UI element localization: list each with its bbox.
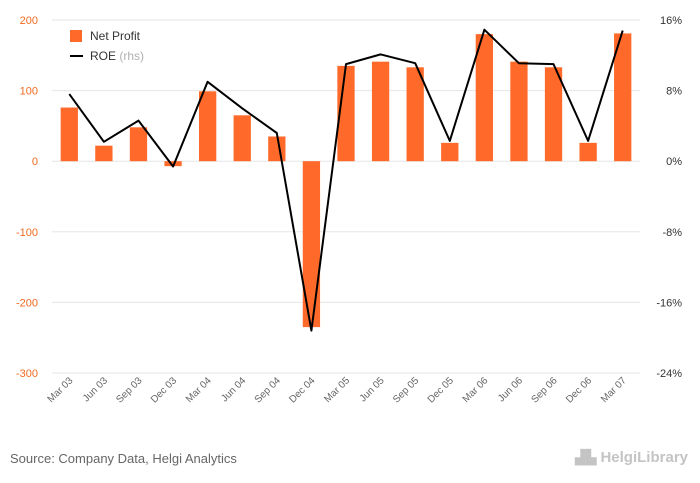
net-profit-bar <box>129 127 148 162</box>
net-profit-bar <box>371 61 390 162</box>
net-profit-bar <box>475 34 493 162</box>
right-axis: 16% 8% 0% -8% -16% -24% <box>656 15 682 380</box>
net-profit-bar <box>406 67 424 162</box>
right-tick-label: 0% <box>666 156 682 168</box>
x-tick-label: Mar 03 <box>46 375 76 405</box>
x-tick-label: Dec 03 <box>149 375 179 405</box>
left-tick-label: 100 <box>20 86 38 98</box>
left-tick-label: -200 <box>16 297 38 309</box>
chart: 200 100 0 -100 -200 -300 16% 8% 0% -8% -16% -24% M… <box>16 15 682 406</box>
net-profit-bar <box>544 67 563 162</box>
x-tick-label: Dec 05 <box>426 375 456 405</box>
x-tick-label: Sep 05 <box>391 375 421 405</box>
x-tick-label: Jun 05 <box>358 375 387 404</box>
net-profit-bar <box>233 115 251 162</box>
x-tick-label: Jun 04 <box>219 375 248 404</box>
x-tick-label: Jun 06 <box>496 375 525 404</box>
x-tick-label: Dec 04 <box>287 375 317 405</box>
x-tick-label: Mar 05 <box>322 375 352 405</box>
x-tick-label: Sep 03 <box>114 375 144 405</box>
x-tick-label: Sep 04 <box>253 375 283 405</box>
legend-note-rhs: (rhs) <box>119 49 144 63</box>
right-tick-label: -24% <box>656 368 682 380</box>
net-profit-bar <box>510 61 528 162</box>
net-profit-bar <box>441 142 459 162</box>
x-tick-label: Sep 06 <box>529 375 559 405</box>
x-tick-label: Jun 03 <box>81 375 110 404</box>
legend-swatch-net-profit <box>70 30 82 42</box>
x-tick-label: Mar 07 <box>599 375 629 405</box>
x-tick-label: Dec 06 <box>564 375 594 405</box>
net-profit-bar <box>302 161 321 328</box>
left-axis: 200 100 0 -100 -200 -300 <box>16 15 38 380</box>
source-note: Source: Company Data, Helgi Analytics <box>10 451 237 466</box>
right-tick-label: 16% <box>660 15 682 27</box>
legend-label-roe: ROE (rhs) <box>90 49 144 63</box>
net-profit-bar <box>95 145 113 162</box>
net-profit-bar <box>164 161 182 167</box>
left-tick-label: 0 <box>32 156 38 168</box>
net-profit-bar <box>60 107 78 162</box>
logo-text: HelgiLibrary <box>600 449 688 466</box>
net-profit-bar <box>199 91 217 162</box>
left-tick-label: 200 <box>20 15 38 27</box>
right-tick-label: -8% <box>662 227 682 239</box>
city-skyline-icon: ▟▙ <box>574 449 597 465</box>
legend: Net Profit ROE (rhs) <box>70 29 144 63</box>
roe-line-group <box>68 28 624 332</box>
net-profit-bar <box>614 33 632 162</box>
net-profit-bar <box>268 136 286 162</box>
roe-line <box>68 28 624 332</box>
x-axis: Mar 03 Jun 03 Sep 03 Dec 03 Mar 04 Jun 04 Sep … <box>46 375 630 406</box>
net-profit-bar <box>579 142 597 162</box>
left-tick-label: -100 <box>16 227 38 239</box>
right-tick-label: -16% <box>656 297 682 309</box>
right-tick-label: 8% <box>666 86 682 98</box>
x-tick-label: Mar 04 <box>184 375 214 405</box>
net-profit-bars <box>60 33 632 328</box>
legend-label-net-profit: Net Profit <box>90 29 141 43</box>
helgi-library-logo: ▟▙ HelgiLibrary <box>575 449 688 466</box>
left-tick-label: -300 <box>16 368 38 380</box>
x-tick-label: Mar 06 <box>461 375 491 405</box>
